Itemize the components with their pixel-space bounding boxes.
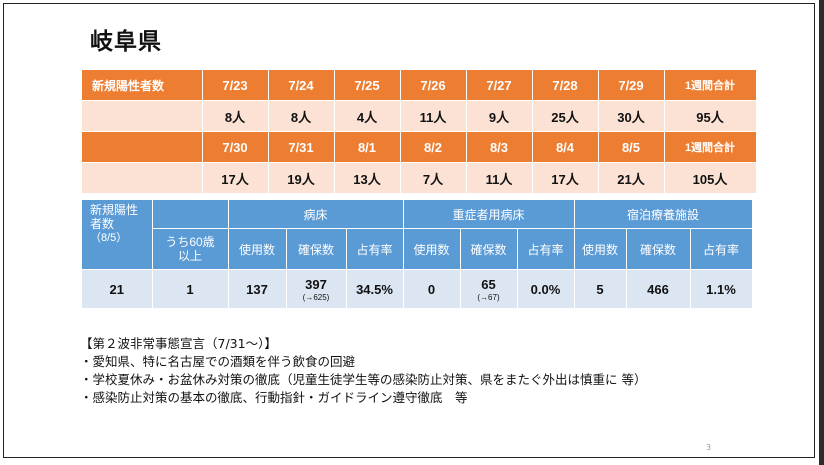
date-cell: 7/30: [202, 131, 269, 163]
hospital-secured-value: 397: [305, 276, 327, 292]
table-row: 7/30 7/31 8/1 8/2 8/3 8/4 8/5 1週間合計: [82, 131, 757, 163]
date-cell: 7/25: [334, 70, 401, 101]
lodging-header: 宿泊療養施設: [574, 200, 753, 229]
lodging-used-value: 5: [574, 269, 627, 309]
empty-cell: [82, 131, 203, 163]
weekly-total-value: 105人: [664, 162, 757, 194]
empty-cell: [82, 100, 203, 132]
count-cell: 30人: [598, 100, 665, 132]
severe-secured-value: 65: [481, 276, 496, 292]
date-cell: 7/27: [466, 70, 533, 101]
over60-header-line2: 以上: [177, 249, 202, 263]
hospital-secured-note: (→625): [302, 292, 330, 302]
severe-secured-note: (→67): [477, 292, 500, 302]
hospital-occupancy-value: 34.5%: [346, 269, 404, 309]
severe-secured-cell: 65 (→67): [460, 269, 518, 309]
new-positive-value: 21: [82, 269, 153, 309]
severe-used-value: 0: [403, 269, 461, 309]
new-positive-label: 新規陽性者数: [82, 70, 203, 101]
severe-occupancy-value: 0.0%: [517, 269, 575, 309]
occupancy-header: 占有率: [346, 228, 404, 270]
date-cell: 8/3: [466, 131, 533, 163]
weekly-positive-table: 新規陽性者数 7/23 7/24 7/25 7/26 7/27 7/28 7/2…: [82, 70, 757, 194]
table-row: 新規陽性者数 7/23 7/24 7/25 7/26 7/27 7/28 7/2…: [82, 70, 757, 101]
date-cell: 7/23: [202, 70, 269, 101]
occupancy-header: 占有率: [517, 228, 575, 270]
lodging-occupancy-value: 1.1%: [690, 269, 753, 309]
table-row: 新規陽性 者数 （8/5） 病床 重症者用病床 宿泊療養施設: [82, 200, 753, 270]
count-cell: 7人: [400, 162, 467, 194]
window-edge: [819, 0, 824, 465]
new-positive-header-line2: 者数: [90, 217, 115, 231]
new-positive-header-line1: 新規陽性: [90, 203, 139, 217]
secured-header: 確保数: [286, 228, 347, 270]
secured-header: 確保数: [460, 228, 518, 270]
over60-header-line1: うち60歳: [165, 235, 215, 249]
date-cell: 8/2: [400, 131, 467, 163]
count-cell: 21人: [598, 162, 665, 194]
severe-header: 重症者用病床: [403, 200, 575, 229]
date-cell: 7/28: [532, 70, 599, 101]
count-cell: 25人: [532, 100, 599, 132]
count-cell: 11人: [400, 100, 467, 132]
used-header: 使用数: [574, 228, 627, 270]
date-cell: 8/4: [532, 131, 599, 163]
page-title: 岐阜県: [90, 29, 162, 55]
lodging-secured-value: 466: [626, 269, 691, 309]
notes-item: ・学校夏休み・お盆休み対策の徹底（児童生徒学生等の感染防止対策、県をまたぐ外出は…: [80, 372, 647, 387]
table-row: 21 1 137 397 (→625) 34.5% 0 65 (→67) 0.0…: [82, 269, 753, 309]
bed-occupancy-table: 新規陽性 者数 （8/5） 病床 重症者用病床 宿泊療養施設 うち60歳 以上 …: [82, 200, 753, 309]
count-cell: 13人: [334, 162, 401, 194]
notes-block: 【第２波非常事態宣言（7/31～）】 ・愛知県、特に名古屋での酒類を伴う飲食の回…: [80, 335, 646, 407]
table-row: 17人 19人 13人 7人 11人 17人 21人 105人: [82, 162, 757, 194]
count-cell: 17人: [532, 162, 599, 194]
occupancy-header: 占有率: [690, 228, 753, 270]
over60-header: うち60歳 以上: [152, 228, 229, 270]
count-cell: 17人: [202, 162, 269, 194]
used-header: 使用数: [403, 228, 461, 270]
weekly-total-value: 95人: [664, 100, 757, 132]
hospital-header: 病床: [228, 200, 404, 229]
hospital-used-value: 137: [228, 269, 287, 309]
over60-value: 1: [152, 269, 229, 309]
table-row: 8人 8人 4人 11人 9人 25人 30人 95人: [82, 100, 757, 132]
secured-header: 確保数: [626, 228, 691, 270]
count-cell: 19人: [268, 162, 335, 194]
date-cell: 8/5: [598, 131, 665, 163]
weekly-total-label: 1週間合計: [664, 131, 757, 163]
notes-heading: 【第２波非常事態宣言（7/31～）】: [80, 336, 277, 351]
table-row: うち60歳 以上 使用数 確保数 占有率 使用数 確保数 占有率 使用数 確保数…: [82, 228, 753, 270]
date-cell: 7/26: [400, 70, 467, 101]
empty-cell: [152, 200, 229, 229]
empty-cell: [82, 162, 203, 194]
count-cell: 9人: [466, 100, 533, 132]
date-cell: 8/1: [334, 131, 401, 163]
date-cell: 7/29: [598, 70, 665, 101]
new-positive-header: 新規陽性 者数 （8/5）: [82, 200, 153, 270]
count-cell: 8人: [268, 100, 335, 132]
notes-item: ・感染防止対策の基本の徹底、行動指針・ガイドライン遵守徹底 等: [80, 390, 468, 405]
count-cell: 8人: [202, 100, 269, 132]
new-positive-header-date: （8/5）: [90, 232, 128, 244]
notes-item: ・愛知県、特に名古屋での酒類を伴う飲食の回避: [80, 354, 356, 369]
used-header: 使用数: [228, 228, 287, 270]
count-cell: 11人: [466, 162, 533, 194]
hospital-secured-cell: 397 (→625): [286, 269, 347, 309]
date-cell: 7/24: [268, 70, 335, 101]
weekly-total-label: 1週間合計: [664, 70, 757, 101]
page-number: 3: [706, 443, 712, 452]
date-cell: 7/31: [268, 131, 335, 163]
count-cell: 4人: [334, 100, 401, 132]
